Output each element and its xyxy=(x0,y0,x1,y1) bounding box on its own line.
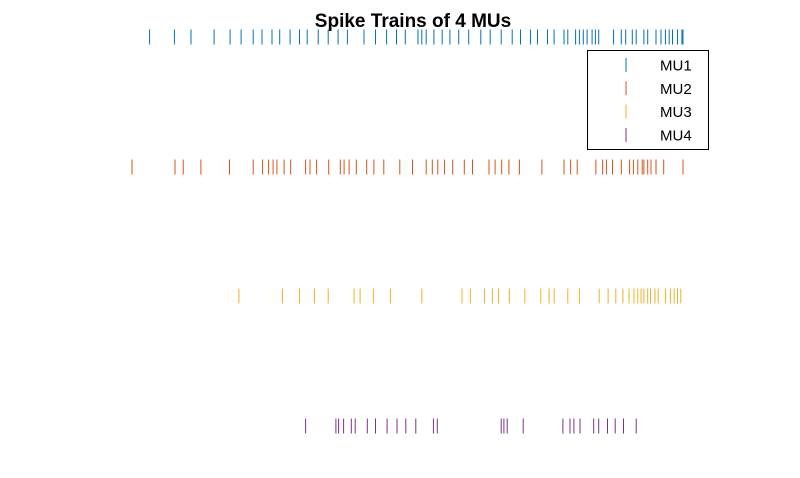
legend: MU1 MU2 MU3 MU4 xyxy=(587,50,709,150)
spike-trains xyxy=(131,29,684,434)
legend-entry-mu1: MU1 xyxy=(625,58,692,75)
spike-train-mu3 xyxy=(238,288,682,304)
spike-train-mu2 xyxy=(131,159,684,175)
legend-entry-mu4: MU4 xyxy=(625,127,692,144)
spike-train-mu4 xyxy=(305,418,637,434)
legend-entry-mu2: MU2 xyxy=(625,81,692,98)
legend-box xyxy=(587,50,709,150)
legend-label: MU3 xyxy=(660,104,692,121)
legend-entry-mu3: MU3 xyxy=(625,104,692,121)
legend-label: MU1 xyxy=(660,58,692,75)
legend-label: MU4 xyxy=(660,127,692,144)
legend-label: MU2 xyxy=(660,81,692,98)
chart-title: Spike Trains of 4 MUs xyxy=(315,11,511,32)
spike-train-mu1 xyxy=(149,29,684,45)
